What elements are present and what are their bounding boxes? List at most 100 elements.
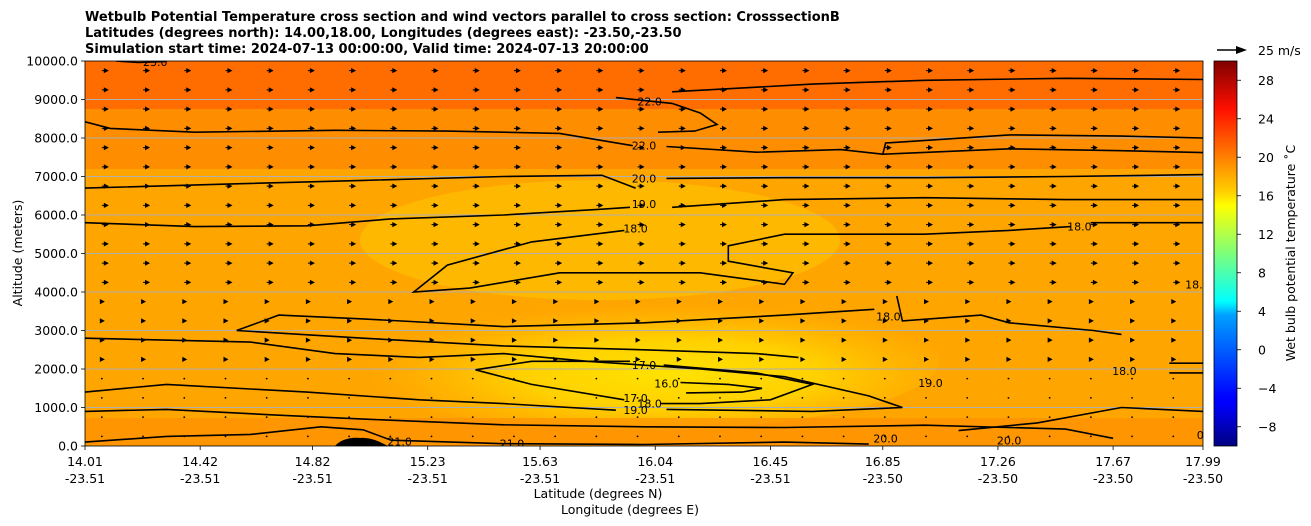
wind-vector <box>801 396 804 399</box>
wind-vector <box>223 299 229 305</box>
wind-vector <box>1175 260 1181 266</box>
wind-vector <box>474 106 480 112</box>
wind-vector <box>801 416 804 419</box>
wind-vector <box>845 260 851 266</box>
wind-vector <box>1051 260 1057 266</box>
contour-line-18 <box>411 225 1072 293</box>
wind-vector <box>474 222 480 228</box>
wind-vector <box>842 435 845 438</box>
wind-vector <box>515 202 521 208</box>
wind-vector <box>351 106 357 112</box>
wind-vector <box>928 164 934 170</box>
wind-vector <box>348 416 351 419</box>
quiver-key: 25 m/s <box>1217 43 1301 58</box>
wind-vector <box>145 260 151 266</box>
wind-vector <box>1092 202 1098 208</box>
x-tick-label-lon: -23.50 <box>1183 471 1223 486</box>
wind-vector <box>598 125 604 131</box>
wind-vector <box>515 164 521 170</box>
wind-vector <box>268 241 274 247</box>
wind-vector <box>719 416 721 419</box>
contour-label: 18.0 <box>637 398 662 411</box>
wind-vector <box>392 279 398 285</box>
wind-vector <box>677 377 680 380</box>
chart-title-line-1: Wetbulb Potential Temperature cross sect… <box>85 10 840 25</box>
wind-vector <box>594 299 600 305</box>
wind-vector <box>845 87 851 93</box>
wind-vector <box>1092 145 1098 151</box>
wind-vector <box>103 241 109 247</box>
wind-vector <box>763 145 769 151</box>
wind-vector <box>145 87 151 93</box>
wind-vector <box>883 377 886 380</box>
wind-vector <box>1051 222 1057 228</box>
wind-vector <box>883 396 886 399</box>
wind-vector <box>1047 299 1053 305</box>
wind-vector <box>924 337 930 343</box>
wind-vector <box>1048 377 1051 380</box>
wind-vector <box>1131 416 1133 419</box>
wind-vector <box>804 222 810 228</box>
wind-vector <box>969 202 975 208</box>
contour-line-22 <box>672 77 1203 93</box>
wind-vector <box>103 164 109 170</box>
wind-vector <box>1092 241 1098 247</box>
wind-vector <box>1134 125 1140 131</box>
wind-vector <box>886 202 892 208</box>
wind-vector <box>227 279 233 285</box>
wind-vector <box>804 106 810 112</box>
wind-vector <box>1047 337 1053 343</box>
wind-vector <box>224 435 227 438</box>
wind-vector <box>804 202 810 208</box>
wind-vector <box>470 337 476 343</box>
wind-vector <box>1051 106 1057 112</box>
wind-vector <box>268 164 274 170</box>
wind-vector <box>721 68 727 74</box>
wind-vector <box>1007 416 1010 419</box>
y-axis-label: Altitude (meters) <box>10 200 25 307</box>
wind-vector <box>309 87 315 93</box>
wind-vector <box>264 299 270 305</box>
wind-vector <box>183 377 186 380</box>
wind-vector <box>511 337 517 343</box>
wind-vector <box>598 106 604 112</box>
wind-vector <box>553 318 559 324</box>
wind-vector <box>186 164 192 170</box>
wind-vector <box>348 435 351 438</box>
wind-vector <box>966 435 969 438</box>
wind-vector <box>145 145 151 151</box>
wind-vector <box>845 68 851 74</box>
wind-vector <box>392 222 398 228</box>
contour-label: 18.0 <box>623 222 648 235</box>
wind-vector <box>557 222 563 228</box>
wind-vector <box>433 241 439 247</box>
wind-vector <box>969 87 975 93</box>
wind-vector <box>680 222 686 228</box>
y-tick-label: 3000.0 <box>34 323 78 338</box>
contour-label: 23.0 <box>143 56 168 69</box>
wind-vector <box>392 125 398 131</box>
wind-vector <box>430 435 433 438</box>
wind-vector <box>760 416 763 419</box>
contour-label: 19.0 <box>623 404 648 417</box>
x-tick-label-lat: 17.67 <box>1095 454 1131 469</box>
wind-vector <box>182 299 188 305</box>
wind-vector <box>595 396 598 399</box>
wind-vector <box>1047 356 1053 362</box>
wind-vector <box>841 337 847 343</box>
wind-vector <box>306 377 309 380</box>
x-tick-label-lon: -23.51 <box>65 471 105 486</box>
wind-vector <box>554 396 557 399</box>
wind-vector <box>966 377 969 380</box>
wind-vector <box>969 68 975 74</box>
x-axis-label-lon: Longitude (degrees E) <box>561 502 699 517</box>
contour-label: 20.0 <box>873 432 898 445</box>
wind-vector <box>680 260 686 266</box>
wind-vector <box>760 396 763 399</box>
wind-vector <box>1134 87 1140 93</box>
wind-vector <box>969 183 975 189</box>
wind-vector <box>103 279 109 285</box>
wind-vector <box>966 416 969 419</box>
wind-vector <box>928 183 934 189</box>
